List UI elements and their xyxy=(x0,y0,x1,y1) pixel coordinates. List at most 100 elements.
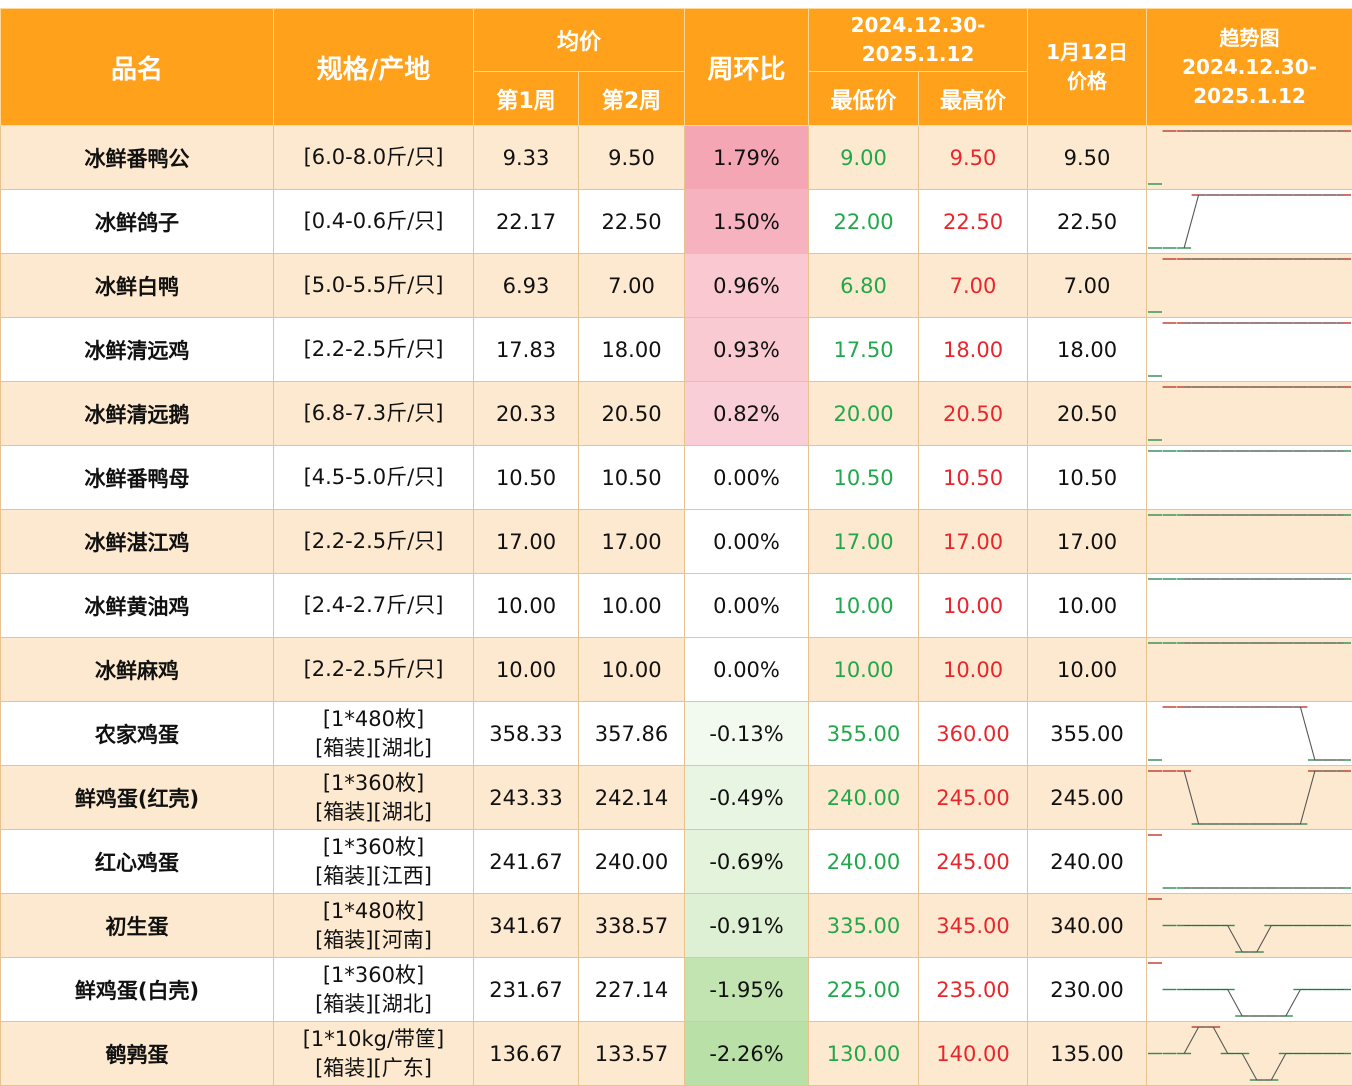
sparkline-line xyxy=(1184,990,1344,1017)
trend-sparkline xyxy=(1147,126,1352,190)
col-header-range: 2024.12.30- 2025.1.12 xyxy=(809,9,1028,72)
wow-change: 0.00% xyxy=(685,510,809,574)
trend-sparkline xyxy=(1147,830,1352,894)
high-price: 360.00 xyxy=(919,702,1028,766)
trend-line2: 2024.12.30- xyxy=(1147,53,1352,82)
spec-line1: [5.0-5.5斤/只] xyxy=(274,271,473,300)
trend-sparkline xyxy=(1147,638,1352,702)
low-price: 240.00 xyxy=(809,766,919,830)
jan12-price: 9.50 xyxy=(1028,126,1147,190)
week2-avg: 357.86 xyxy=(579,702,685,766)
high-price: 345.00 xyxy=(919,894,1028,958)
price-table: 品名 规格/产地 均价 周环比 2024.12.30- 2025.1.12 1月… xyxy=(0,8,1352,1086)
low-price: 22.00 xyxy=(809,190,919,254)
wow-change: 0.96% xyxy=(685,254,809,318)
wow-change: 0.82% xyxy=(685,382,809,446)
col-header-wow: 周环比 xyxy=(685,9,809,126)
spec-line1: [1*480枚] xyxy=(274,897,473,926)
jan12-price: 245.00 xyxy=(1028,766,1147,830)
trend-sparkline xyxy=(1147,1022,1352,1086)
trend-sparkline xyxy=(1147,510,1352,574)
low-price: 10.00 xyxy=(809,574,919,638)
spec-line1: [1*10kg/带筐] xyxy=(274,1025,473,1054)
product-name: 冰鲜清远鸡 xyxy=(1,318,274,382)
high-price: 140.00 xyxy=(919,1022,1028,1086)
product-name: 冰鲜黄油鸡 xyxy=(1,574,274,638)
sparkline-svg xyxy=(1147,318,1352,381)
week2-avg: 7.00 xyxy=(579,254,685,318)
low-price: 225.00 xyxy=(809,958,919,1022)
week2-avg: 10.00 xyxy=(579,574,685,638)
product-name: 红心鸡蛋 xyxy=(1,830,274,894)
spec-cell: [4.5-5.0斤/只] xyxy=(274,446,474,510)
high-price: 20.50 xyxy=(919,382,1028,446)
sparkline-svg xyxy=(1147,190,1352,253)
sparkline-line xyxy=(1184,926,1344,953)
jan12-price: 7.00 xyxy=(1028,254,1147,318)
week1-avg: 17.83 xyxy=(474,318,579,382)
week2-avg: 242.14 xyxy=(579,766,685,830)
sparkline-svg xyxy=(1147,382,1352,445)
col-header-avg: 均价 xyxy=(474,9,685,72)
product-name: 冰鲜番鸭公 xyxy=(1,126,274,190)
week2-avg: 227.14 xyxy=(579,958,685,1022)
product-name: 鹌鹑蛋 xyxy=(1,1022,274,1086)
sparkline-svg xyxy=(1147,638,1352,701)
jan12-price: 20.50 xyxy=(1028,382,1147,446)
product-name: 冰鲜麻鸡 xyxy=(1,638,274,702)
jan12-price: 240.00 xyxy=(1028,830,1147,894)
product-name: 鲜鸡蛋(白壳) xyxy=(1,958,274,1022)
jan12-line2: 价格 xyxy=(1028,67,1146,96)
high-price: 9.50 xyxy=(919,126,1028,190)
spec-line2: [箱装][湖北] xyxy=(274,990,473,1019)
sparkline-svg xyxy=(1147,574,1352,637)
high-price: 10.00 xyxy=(919,574,1028,638)
trend-sparkline xyxy=(1147,446,1352,510)
week2-avg: 17.00 xyxy=(579,510,685,574)
week2-avg: 10.00 xyxy=(579,638,685,702)
wow-change: 0.00% xyxy=(685,574,809,638)
spec-line1: [6.8-7.3斤/只] xyxy=(274,399,473,428)
spec-line1: [4.5-5.0斤/只] xyxy=(274,463,473,492)
week1-avg: 20.33 xyxy=(474,382,579,446)
wow-change: -0.91% xyxy=(685,894,809,958)
product-name: 鲜鸡蛋(红壳) xyxy=(1,766,274,830)
wow-change: -0.69% xyxy=(685,830,809,894)
spec-cell: [6.0-8.0斤/只] xyxy=(274,126,474,190)
sparkline-svg xyxy=(1147,766,1352,829)
spec-cell: [2.2-2.5斤/只] xyxy=(274,638,474,702)
sparkline-svg xyxy=(1147,894,1352,957)
spec-line1: [2.2-2.5斤/只] xyxy=(274,335,473,364)
high-price: 245.00 xyxy=(919,766,1028,830)
spec-line1: [2.4-2.7斤/只] xyxy=(274,591,473,620)
col-header-week2: 第2周 xyxy=(579,72,685,126)
trend-line3: 2025.1.12 xyxy=(1147,82,1352,111)
sparkline-line xyxy=(1184,707,1344,760)
wow-change: -0.13% xyxy=(685,702,809,766)
high-price: 18.00 xyxy=(919,318,1028,382)
spec-cell: [1*360枚][箱装][湖北] xyxy=(274,766,474,830)
week2-avg: 240.00 xyxy=(579,830,685,894)
week1-avg: 10.00 xyxy=(474,638,579,702)
spec-line2: [箱装][河南] xyxy=(274,926,473,955)
spec-cell: [2.4-2.7斤/只] xyxy=(274,574,474,638)
col-header-trend: 趋势图 2024.12.30- 2025.1.12 xyxy=(1147,9,1352,126)
spec-line1: [1*360枚] xyxy=(274,833,473,862)
week1-avg: 136.67 xyxy=(474,1022,579,1086)
spec-line2: [箱装][广东] xyxy=(274,1054,473,1083)
spec-cell: [5.0-5.5斤/只] xyxy=(274,254,474,318)
col-header-spec: 规格/产地 xyxy=(274,9,474,126)
spec-line1: [1*360枚] xyxy=(274,961,473,990)
spec-cell: [1*480枚][箱装][河南] xyxy=(274,894,474,958)
sparkline-svg xyxy=(1147,446,1352,509)
high-price: 235.00 xyxy=(919,958,1028,1022)
